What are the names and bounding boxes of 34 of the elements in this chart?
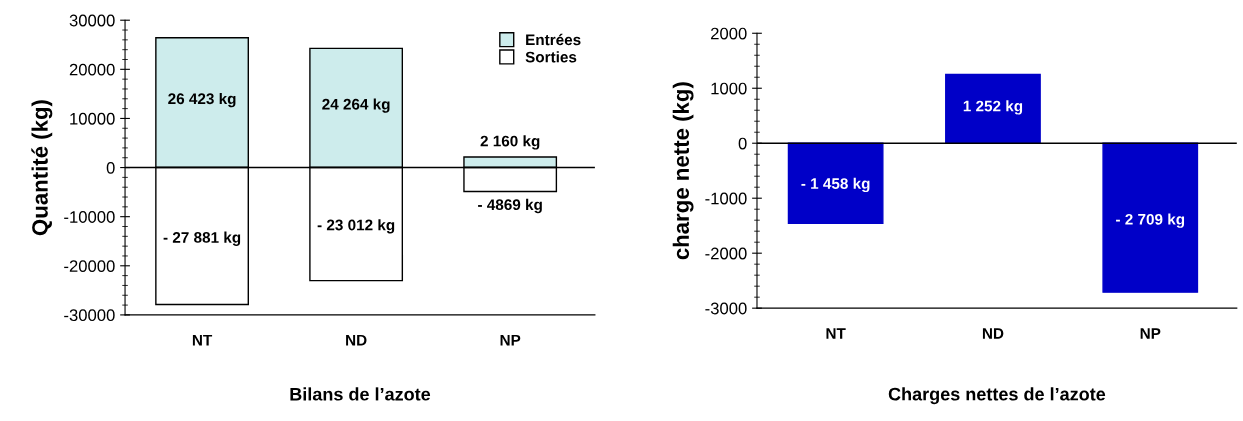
- data-label: 24 264 kg: [322, 98, 390, 113]
- data-label: 26 423 kg: [168, 92, 236, 108]
- x-tick-label: NT: [826, 328, 846, 339]
- x-tick-label: ND: [982, 328, 1004, 339]
- legend-label: Sorties: [525, 51, 577, 63]
- data-label: 1 252 kg: [963, 100, 1023, 115]
- y-tick-label: -10000: [64, 211, 115, 223]
- x-tick-label: NP: [500, 334, 521, 346]
- y-axis-title: Quantité (kg): [31, 100, 53, 236]
- x-tick-label: NT: [192, 334, 213, 346]
- y-tick-label: 30000: [69, 14, 115, 27]
- data-label: 2 160 kg: [480, 135, 540, 150]
- legend-label: Entrées: [526, 33, 581, 46]
- text: Charges nettes de l’azote: [888, 387, 1106, 405]
- data-label: - 1 458 kg: [801, 177, 870, 193]
- data-label: - 2 709 kg: [1116, 213, 1185, 228]
- data-label: - 4869 kg: [478, 198, 542, 214]
- y-tick-label: 10000: [70, 112, 115, 125]
- y-tick-label: -3000: [705, 302, 747, 315]
- y-tick-label: 0: [738, 137, 747, 150]
- y-tick-label: 20000: [69, 63, 115, 76]
- y-tick-label: 1000: [711, 82, 747, 95]
- y-tick-label: -2000: [705, 247, 747, 260]
- y-tick-label: -30000: [64, 309, 115, 322]
- text: Bilans de l’azote: [290, 387, 431, 401]
- data-label: - 27 881 kg: [163, 231, 241, 246]
- y-tick-label: -1000: [705, 192, 747, 205]
- data-label: - 23 012 kg: [317, 219, 395, 234]
- x-tick-label: NP: [1140, 328, 1161, 339]
- y-axis-title: charge nette (kg): [672, 82, 694, 260]
- y-tick-label: 2000: [711, 27, 747, 40]
- y-tick-label: -20000: [64, 260, 115, 272]
- x-tick-label: ND: [346, 334, 367, 346]
- y-tick-label: 0: [106, 161, 115, 174]
